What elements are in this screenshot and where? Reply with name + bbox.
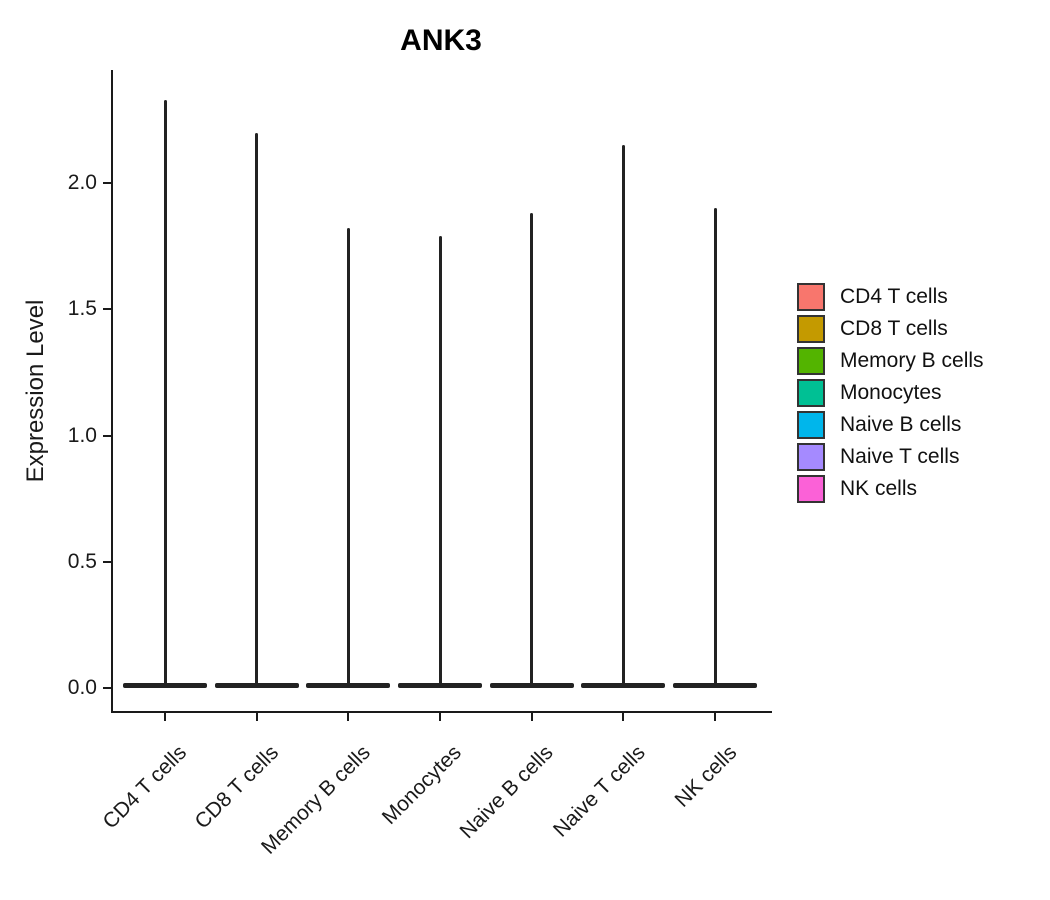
- x-axis-line: [111, 711, 772, 713]
- x-tick-mark: [164, 713, 166, 721]
- legend-label: Naive B cells: [840, 413, 962, 436]
- x-tick-label: NK cells: [670, 741, 742, 812]
- violin-spike: [438, 236, 442, 684]
- legend-label: Memory B cells: [840, 349, 984, 372]
- x-tick-mark: [622, 713, 625, 721]
- legend-item: Naive B cells: [797, 411, 984, 439]
- violin-base: [123, 683, 207, 688]
- legend-label: CD4 T cells: [840, 285, 948, 308]
- y-tick-mark: [103, 182, 111, 184]
- legend-swatch: [797, 347, 825, 375]
- chart-title: ANK3: [400, 24, 482, 57]
- y-tick-label: 0.5: [67, 549, 97, 573]
- x-tick-label: Naive B cells: [455, 741, 558, 844]
- violin-spike: [163, 99, 167, 684]
- violin-base: [398, 683, 482, 688]
- legend-item: NK cells: [797, 475, 984, 503]
- legend-item: Memory B cells: [797, 347, 984, 375]
- violin-base: [214, 683, 299, 688]
- y-tick-label: 1.5: [67, 297, 97, 321]
- legend-swatch: [797, 443, 825, 471]
- violin-base: [306, 683, 391, 688]
- legend-swatch: [797, 475, 825, 503]
- legend-item: Naive T cells: [797, 443, 984, 471]
- violin-spike: [621, 145, 625, 684]
- y-tick-mark: [103, 560, 111, 563]
- x-tick-label: CD8 T cells: [190, 741, 283, 834]
- x-tick-mark: [439, 713, 441, 721]
- y-tick-label: 1.0: [67, 423, 97, 447]
- legend-swatch: [797, 411, 825, 439]
- x-tick-label: Naive T cells: [548, 741, 650, 842]
- x-tick-mark: [255, 713, 258, 721]
- y-tick-mark: [103, 434, 111, 437]
- x-tick-mark: [530, 713, 533, 721]
- x-tick-label: CD4 T cells: [98, 741, 192, 834]
- legend-label: NK cells: [840, 477, 918, 500]
- x-tick-label: Monocytes: [378, 741, 467, 830]
- legend-item: Monocytes: [797, 379, 984, 407]
- legend-swatch: [797, 315, 825, 343]
- violin-spike: [713, 208, 717, 685]
- violin-spike: [346, 228, 350, 684]
- y-axis-line: [111, 70, 113, 713]
- y-tick-label: 2.0: [67, 171, 97, 194]
- y-axis-label: Expression Level: [22, 299, 49, 483]
- x-tick-mark: [714, 713, 716, 721]
- y-tick-mark: [103, 308, 111, 311]
- legend: CD4 T cells CD8 T cells Memory B cells Mono…: [797, 283, 984, 507]
- legend-swatch: [797, 283, 825, 311]
- x-tick-mark: [347, 713, 350, 721]
- y-tick-label: 0.0: [67, 676, 97, 699]
- violin-base: [581, 683, 666, 688]
- legend-item: CD8 T cells: [797, 315, 984, 343]
- legend-label: Monocytes: [840, 381, 942, 404]
- violin-base: [489, 683, 574, 688]
- legend-swatch: [797, 379, 825, 407]
- legend-item: CD4 T cells: [797, 283, 984, 311]
- legend-label: CD8 T cells: [840, 317, 948, 340]
- violin-base: [673, 683, 757, 688]
- violin-spike: [255, 132, 259, 684]
- legend-label: Naive T cells: [840, 445, 960, 468]
- y-tick-mark: [103, 687, 111, 689]
- violin-spike: [530, 213, 534, 684]
